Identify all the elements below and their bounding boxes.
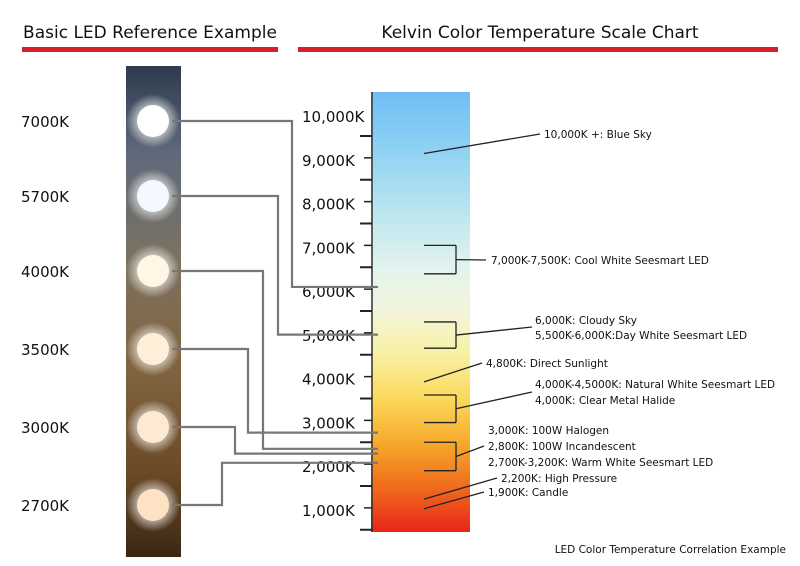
- led-bulb: [137, 489, 169, 521]
- annotation-label: 4,000K-4,5000K: Natural White Seesmart L…: [535, 379, 775, 391]
- led-bulb: [137, 180, 169, 212]
- led-label: 5700K: [21, 188, 70, 206]
- scale-label: 1,000K: [302, 502, 356, 520]
- scale-label: 4,000K: [302, 371, 356, 389]
- annotation-leader: [423, 362, 483, 383]
- annotation-leader: [455, 326, 533, 336]
- annotation-leader: [423, 491, 485, 510]
- scale-label: 7,000K: [302, 239, 356, 257]
- annotation-leader: [455, 391, 533, 410]
- annotation-leader: [423, 133, 541, 155]
- kelvin-scale-bar: [371, 92, 470, 532]
- right-panel-title: Kelvin Color Temperature Scale Chart: [381, 23, 699, 43]
- right-title-underline: [298, 47, 778, 52]
- led-3000k: [126, 400, 180, 454]
- led-group: 7000K 5700K 4000K 3500K 3000K 2700K: [21, 94, 180, 532]
- led-label: 2700K: [21, 497, 70, 515]
- annotation-label: 7,000K-7,500K: Cool White Seesmart LED: [491, 255, 709, 267]
- connector-4000k: [172, 269, 378, 450]
- connector-5700k: [172, 194, 378, 336]
- led-bulb: [137, 411, 169, 443]
- connector-3500k: [172, 347, 378, 434]
- scale-label: 8,000K: [302, 196, 356, 214]
- connector-7000k: [172, 119, 378, 289]
- annotation-leader: [423, 477, 498, 500]
- led-label: 4000K: [21, 263, 70, 281]
- led-3500k: [126, 322, 180, 376]
- connector-3000k: [172, 425, 378, 455]
- led-4000k: [126, 244, 180, 298]
- scale-tick-group: 10,000K 9,000K 8,000K 7,000K 6,000K 5,000K 4,0…: [302, 108, 372, 531]
- scale-label: 3,000K: [302, 414, 356, 432]
- annotation-label: 10,000K +: Blue Sky: [544, 129, 652, 141]
- led-bulb: [137, 255, 169, 287]
- left-title-underline: [22, 47, 278, 52]
- led-label: 7000K: [21, 113, 70, 131]
- annotation-label: 2,700K-3,200K: Warm White Seesmart LED: [488, 457, 713, 469]
- led-bulb: [137, 333, 169, 365]
- scale-label: 2,000K: [302, 458, 356, 476]
- led-bulb: [137, 105, 169, 137]
- annotation-label: 4,000K: Clear Metal Halide: [535, 395, 675, 407]
- scale-label: 10,000K: [302, 108, 365, 126]
- led-7000k: [126, 94, 180, 148]
- connector-2700k: [172, 461, 378, 507]
- annotation-group: 10,000K +: Blue Sky 7,000K-7,500K: Cool W…: [423, 129, 775, 510]
- annotation-label: 5,500K-6,000K:Day White Seesmart LED: [535, 330, 747, 342]
- annotation-label: 4,800K: Direct Sunlight: [486, 358, 608, 370]
- led-label: 3500K: [21, 341, 70, 359]
- led-label: 3000K: [21, 419, 70, 437]
- annotation-label: 1,900K: Candle: [488, 487, 568, 499]
- annotation-leader: [455, 445, 485, 458]
- scale-label: 9,000K: [302, 152, 356, 170]
- scale-label: 6,000K: [302, 283, 356, 301]
- led-5700k: [126, 169, 180, 223]
- annotation-label: 2,200K: High Pressure: [501, 473, 617, 485]
- scale-label: 5,000K: [302, 327, 356, 345]
- connector-group: [172, 119, 378, 507]
- annotation-label: 3,000K: 100W Halogen: [488, 425, 609, 437]
- annotation-label: 6,000K: Cloudy Sky: [535, 315, 637, 327]
- footer-caption: LED Color Temperature Correlation Exampl…: [555, 544, 786, 556]
- led-2700k: [126, 478, 180, 532]
- left-panel-title: Basic LED Reference Example: [23, 23, 277, 43]
- annotation-label: 2,800K: 100W Incandescent: [488, 441, 636, 453]
